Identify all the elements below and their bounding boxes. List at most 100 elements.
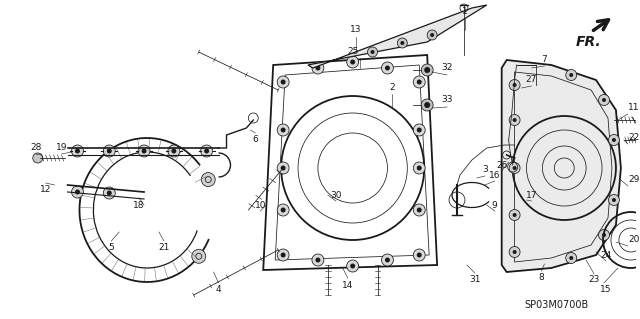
Circle shape bbox=[192, 249, 205, 263]
Circle shape bbox=[316, 65, 321, 70]
Text: 9: 9 bbox=[492, 201, 498, 210]
Circle shape bbox=[417, 253, 422, 257]
Text: 31: 31 bbox=[469, 276, 481, 285]
Circle shape bbox=[281, 207, 285, 212]
Circle shape bbox=[612, 138, 616, 142]
Circle shape bbox=[202, 173, 215, 187]
Circle shape bbox=[401, 41, 404, 45]
Circle shape bbox=[371, 50, 374, 54]
Circle shape bbox=[281, 79, 285, 85]
Circle shape bbox=[509, 247, 520, 257]
Circle shape bbox=[281, 253, 285, 257]
Text: 2: 2 bbox=[390, 84, 396, 93]
Text: 26: 26 bbox=[496, 160, 508, 169]
Circle shape bbox=[385, 65, 390, 70]
Circle shape bbox=[424, 102, 430, 108]
Text: 7: 7 bbox=[541, 56, 547, 64]
Circle shape bbox=[509, 115, 520, 125]
Text: 1: 1 bbox=[462, 8, 468, 17]
Circle shape bbox=[316, 257, 321, 263]
Text: SP03M0700B: SP03M0700B bbox=[524, 300, 588, 310]
Circle shape bbox=[75, 149, 80, 153]
Circle shape bbox=[141, 149, 147, 153]
Text: 27: 27 bbox=[526, 76, 537, 85]
Circle shape bbox=[277, 124, 289, 136]
Text: 8: 8 bbox=[538, 273, 544, 283]
Circle shape bbox=[424, 67, 430, 73]
Text: 29: 29 bbox=[628, 175, 639, 184]
Circle shape bbox=[385, 257, 390, 263]
Circle shape bbox=[609, 195, 620, 205]
Text: 32: 32 bbox=[442, 63, 452, 72]
Text: 12: 12 bbox=[40, 186, 51, 195]
Circle shape bbox=[513, 213, 516, 217]
Circle shape bbox=[413, 204, 425, 216]
Circle shape bbox=[413, 76, 425, 88]
Circle shape bbox=[421, 64, 433, 76]
Circle shape bbox=[347, 56, 358, 68]
Circle shape bbox=[598, 229, 609, 241]
Circle shape bbox=[350, 60, 355, 64]
Text: FR.: FR. bbox=[576, 35, 602, 49]
Circle shape bbox=[430, 33, 434, 37]
Circle shape bbox=[72, 145, 83, 157]
Text: 4: 4 bbox=[216, 286, 221, 294]
Text: 16: 16 bbox=[489, 170, 500, 180]
Circle shape bbox=[569, 73, 573, 77]
Circle shape bbox=[397, 38, 407, 48]
Circle shape bbox=[513, 250, 516, 254]
Text: 20: 20 bbox=[628, 235, 639, 244]
Circle shape bbox=[413, 124, 425, 136]
Polygon shape bbox=[502, 60, 621, 272]
Text: 28: 28 bbox=[30, 144, 42, 152]
Text: 25: 25 bbox=[347, 48, 358, 56]
Circle shape bbox=[277, 204, 289, 216]
Circle shape bbox=[381, 62, 394, 74]
Text: 3: 3 bbox=[482, 166, 488, 174]
Circle shape bbox=[509, 162, 520, 174]
Circle shape bbox=[513, 118, 516, 122]
Circle shape bbox=[513, 166, 516, 170]
Circle shape bbox=[566, 253, 577, 263]
Circle shape bbox=[75, 189, 80, 195]
Circle shape bbox=[72, 186, 83, 198]
Circle shape bbox=[417, 207, 422, 212]
Circle shape bbox=[509, 79, 520, 91]
Circle shape bbox=[347, 260, 358, 272]
Circle shape bbox=[417, 79, 422, 85]
Circle shape bbox=[103, 145, 115, 157]
Circle shape bbox=[107, 190, 112, 196]
Text: 33: 33 bbox=[442, 95, 452, 105]
Circle shape bbox=[172, 149, 177, 153]
Circle shape bbox=[569, 256, 573, 260]
Text: 21: 21 bbox=[158, 243, 170, 253]
Text: 14: 14 bbox=[342, 280, 353, 290]
Circle shape bbox=[138, 145, 150, 157]
Circle shape bbox=[201, 145, 212, 157]
Text: 6: 6 bbox=[252, 136, 258, 145]
Circle shape bbox=[312, 62, 324, 74]
Text: 10: 10 bbox=[255, 201, 266, 210]
Text: 19: 19 bbox=[56, 144, 67, 152]
Circle shape bbox=[277, 162, 289, 174]
Text: 13: 13 bbox=[350, 26, 362, 34]
Circle shape bbox=[427, 30, 437, 40]
Text: 5: 5 bbox=[108, 243, 114, 253]
Circle shape bbox=[513, 83, 516, 87]
Circle shape bbox=[367, 47, 378, 57]
Text: 18: 18 bbox=[133, 201, 145, 210]
Circle shape bbox=[277, 249, 289, 261]
Circle shape bbox=[609, 135, 620, 145]
Circle shape bbox=[421, 99, 433, 111]
Text: 17: 17 bbox=[525, 190, 537, 199]
Text: 23: 23 bbox=[588, 276, 600, 285]
Circle shape bbox=[417, 166, 422, 170]
Text: 11: 11 bbox=[628, 103, 639, 113]
Circle shape bbox=[598, 94, 609, 106]
Text: 22: 22 bbox=[628, 133, 639, 143]
Polygon shape bbox=[308, 5, 487, 68]
Text: 24: 24 bbox=[600, 250, 612, 259]
Circle shape bbox=[509, 210, 520, 220]
Circle shape bbox=[168, 145, 180, 157]
Circle shape bbox=[417, 128, 422, 132]
